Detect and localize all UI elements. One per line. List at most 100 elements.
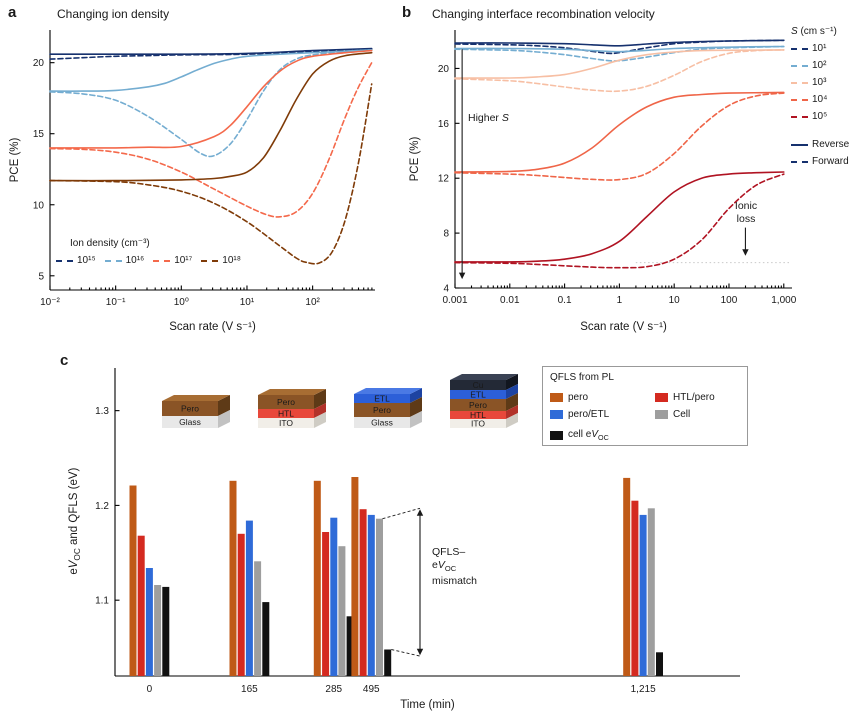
legend-item: 10⁵ (791, 108, 851, 125)
text-part: pero (568, 392, 589, 403)
panel-a-title: Changing ion density (57, 7, 170, 21)
layer-label-pero: Pero (469, 400, 487, 410)
y-tick-label: 20 (33, 58, 45, 69)
layer-side-etl (410, 388, 422, 403)
layer-side-pero (314, 389, 326, 409)
mismatch-connector (391, 649, 421, 657)
panel-b-letter: b (402, 4, 412, 21)
series-s-1e5-reverse (454, 171, 785, 263)
y-tick-label: 8 (443, 229, 449, 240)
legend-dash-swatch (201, 259, 219, 262)
layer-cu (450, 380, 506, 390)
legend-item-label: 10⁴ (812, 94, 828, 105)
layer-label-htl: HTL (278, 409, 294, 419)
x-axis-title: Time (min) (400, 699, 455, 711)
legend-item: 10¹⁶ (104, 252, 145, 269)
legend-item: Cell (655, 406, 715, 423)
layer-pero (450, 399, 506, 411)
legend-item-label: HTL/pero (673, 392, 715, 403)
panel-c-chart: 1.1 1.2 1.3 Time (min) 0 165 285 495 1,215 (95, 368, 740, 711)
series-s-1e4-reverse (454, 91, 785, 173)
legend-line-swatch (791, 160, 808, 163)
series-ion-1e17-forward (49, 61, 373, 218)
bar-pero-1,215 (623, 477, 631, 676)
y-tick-label: 1.2 (95, 501, 109, 512)
x-tick-label: 10⁻¹ (106, 297, 126, 308)
bar-Cell-285 (338, 546, 346, 676)
series-ion-1e17-reverse (49, 49, 373, 149)
bar-HTL-pero-1,215 (631, 500, 639, 676)
panel-a-chart: 10⁻² 10⁻¹ 10⁰ 10¹ 10² 5 10 15 20 Scan rate (V s⁻¹… (9, 30, 375, 333)
legend-item: HTL/pero (655, 389, 715, 406)
legend-color-swatch (655, 393, 668, 402)
ionic-loss-line2: loss (736, 213, 756, 225)
series-s-1e5-forward (454, 173, 785, 269)
layer-top-etl (354, 388, 422, 394)
bar-pero-165 (229, 480, 237, 676)
legend-item-label: 10¹⁷ (174, 255, 193, 266)
layer-glass (354, 417, 410, 428)
y-tick-label: 15 (33, 129, 45, 140)
text-part: pero/ETL (568, 409, 610, 420)
bar-pero-285 (313, 480, 321, 676)
arrowhead (742, 249, 749, 256)
panel-c-legend: QFLS from PL pero pero/ETL cell eVOC HTL/p… (542, 366, 748, 446)
series-ion-1e18-reverse (49, 51, 373, 182)
y-tick-label: 4 (443, 284, 449, 295)
text-part: cell e (568, 429, 592, 440)
legend-item-label: pero (568, 392, 588, 403)
x-tick-label: 1,215 (631, 684, 656, 695)
legend-item-label: 10¹⁸ (222, 255, 241, 266)
legend-item-label: pero/ETL (568, 409, 609, 420)
y-axis-title: PCE (%) (409, 136, 421, 181)
legend-item: pero/ETL (550, 406, 609, 423)
legend-item-label: 10¹⁶ (125, 255, 145, 266)
text-part: Cell (673, 409, 691, 420)
layer-label-pero: Pero (373, 405, 391, 415)
text-part: V (67, 560, 80, 569)
bar-Cell-1,215 (647, 508, 655, 676)
layer-side-ito (506, 413, 518, 428)
layer-label-etl: ETL (470, 390, 486, 400)
layer-side-htl (506, 405, 518, 419)
legend-item-label: 10¹ (812, 43, 827, 54)
bar-cell-eVOC-165 (262, 602, 270, 676)
series-ion-1e16-reverse (49, 49, 373, 92)
text-part: S (791, 26, 798, 37)
bar-cell-eVOC-285 (346, 616, 354, 676)
arrowhead (416, 648, 424, 656)
legend-item: 10¹⁷ (153, 252, 192, 269)
legend-dash-swatch (56, 259, 73, 262)
layer-ito (258, 418, 314, 428)
x-tick-label: 10⁰ (174, 297, 189, 308)
bar-HTL-pero-285 (322, 532, 330, 676)
mismatch-line1: QFLS– (432, 546, 466, 558)
legend-direction-items: Reverse Forward (791, 136, 851, 170)
bar-pero-ETL-285 (330, 517, 338, 676)
legend-item-label: 10¹⁵ (77, 255, 96, 266)
layer-top-pero (162, 395, 230, 401)
bar-pero-0 (129, 485, 137, 676)
panel-c-y-axis-title: eVOC and QFLS (eV) (68, 401, 82, 641)
ionic-loss-annotation: Ionic loss (723, 200, 769, 226)
legend-item: 10¹⁵ (56, 252, 96, 269)
series-s-1e3-forward (454, 49, 785, 93)
series-ion-1e18-forward (49, 83, 373, 265)
mismatch-line3: mismatch (432, 575, 477, 588)
legend-item-label: 10² (812, 60, 827, 71)
layer-pero (258, 395, 314, 409)
layer-label-ito: ITO (471, 419, 485, 429)
legend-line-swatch (791, 143, 808, 146)
y-tick-label: 16 (438, 119, 450, 130)
legend-items: 10¹ 10² 10³ 10⁴ 10⁵ (791, 40, 851, 125)
layer-side-ito (314, 412, 326, 428)
layer-glass (162, 416, 218, 428)
layer-side-pero (410, 397, 422, 417)
legend-dash-swatch (791, 64, 808, 67)
bar-Cell-495 (376, 518, 383, 676)
arrowhead (458, 272, 466, 280)
x-tick-label: 495 (363, 684, 380, 695)
mismatch-line2: eVOC (432, 559, 477, 575)
x-tick-label: 100 (721, 295, 738, 306)
